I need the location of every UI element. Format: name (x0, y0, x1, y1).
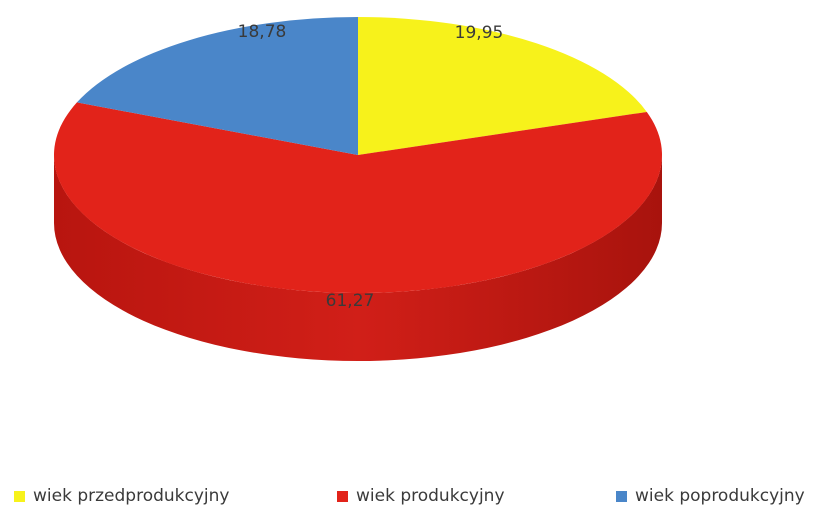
legend-swatch-poprodukcyjny (616, 490, 627, 502)
data-label-poprodukcyjny: 18,78 (238, 22, 287, 42)
pie-slice-produkcyjny (54, 102, 662, 293)
pie-side-produkcyjny (54, 155, 662, 361)
legend-label-przedprodukcyjny: wiek przedprodukcyjny (33, 486, 230, 506)
legend-item-przedprodukcyjny: wiek przedprodukcyjny (14, 486, 229, 506)
data-label-produkcyjny: 61,27 (326, 291, 375, 311)
legend-swatch-produkcyjny (337, 490, 348, 502)
pie-slice-poprodukcyjny (76, 17, 358, 155)
legend-swatch-przedprodukcyjny (14, 490, 25, 502)
legend-item-poprodukcyjny: wiek poprodukcyjny (616, 486, 805, 506)
pie-top (54, 17, 662, 293)
pie-side (54, 155, 662, 361)
legend-label-produkcyjny: wiek produkcyjny (356, 486, 505, 506)
pie-slice-przedprodukcyjny (358, 17, 647, 155)
legend-label-poprodukcyjny: wiek poprodukcyjny (635, 486, 805, 506)
pie-chart: 19,95 61,27 18,78 (54, 17, 662, 361)
pie-labels: 19,95 61,27 18,78 (238, 22, 504, 311)
legend: wiek przedprodukcyjny wiek produkcyjny w… (0, 486, 832, 516)
data-label-przedprodukcyjny: 19,95 (455, 23, 504, 43)
legend-item-produkcyjny: wiek produkcyjny (337, 486, 505, 506)
